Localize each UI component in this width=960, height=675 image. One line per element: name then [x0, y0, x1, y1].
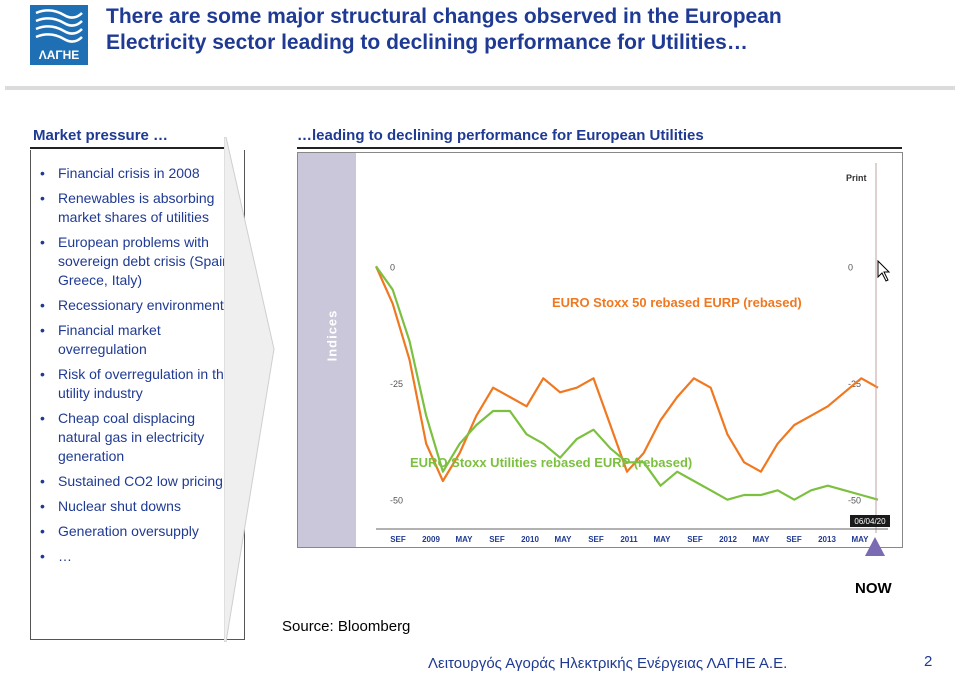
y-tick-label-right: -50 [848, 496, 861, 506]
left-heading-rule [30, 147, 226, 149]
euro-stoxx-50-label: EURO Stoxx 50 rebased EURP (rebased) [552, 295, 802, 310]
list-item: Financial crisis in 2008 [40, 164, 240, 183]
y-tick-label-right: 0 [848, 262, 853, 272]
bloomberg-chart-panel: Indices 0 0 -25 -25 -50 -50 Print EURO Stoxx 50… [297, 152, 903, 548]
list-item: Cheap coal displacing natural gas in ele… [40, 409, 240, 466]
mouse-cursor-icon [877, 259, 891, 282]
list-item: Nuclear shut downs [40, 497, 240, 516]
utilities-performance-heading: …leading to declining performance for Eu… [297, 127, 704, 144]
x-tick-label: 2009 [422, 535, 440, 544]
list-item: Sustained CO2 low pricing [40, 472, 240, 491]
title-divider [5, 86, 955, 90]
list-item: Recessionary environment [40, 296, 240, 315]
chart-side-strip: Indices [298, 153, 356, 547]
x-tick-label: MAY [554, 535, 572, 544]
x-tick-label: 2010 [521, 535, 539, 544]
euro-stoxx-utilities-line [375, 265, 879, 501]
now-marker-triangle-icon [865, 537, 885, 556]
market-pressure-list: Financial crisis in 2008 Renewables is a… [40, 164, 240, 572]
date-badge: 06/04/20 [854, 517, 886, 526]
x-tick-label: MAY [851, 535, 869, 544]
x-tick-label: SEF [588, 535, 604, 544]
y-tick-label-left: -25 [390, 379, 403, 389]
page-number: 2 [924, 653, 933, 670]
x-tick-label: 2011 [620, 535, 638, 544]
list-item: Financial market overregulation [40, 321, 240, 359]
date-badge-bg [850, 515, 890, 527]
x-tick-label: SEF [786, 535, 802, 544]
x-tick-label: 2013 [818, 535, 836, 544]
now-label: NOW [855, 580, 892, 597]
x-tick-label: 2012 [719, 535, 737, 544]
y-tick-label-left: -50 [390, 496, 403, 506]
title-line-2: Electricity sector leading to declining … [106, 31, 748, 54]
x-tick-label: MAY [752, 535, 770, 544]
list-item: European problems with sovereign debt cr… [40, 233, 240, 290]
market-pressure-heading: Market pressure … [33, 127, 169, 144]
x-tick-label: MAY [653, 535, 671, 544]
x-tick-label: SEF [489, 535, 505, 544]
source-note: Source: Bloomberg [282, 618, 411, 635]
title-line-1: There are some major structural changes … [106, 5, 782, 28]
logo-text: ΛΑΓΗΕ [39, 48, 80, 62]
list-item: Renewables is absorbing market shares of… [40, 189, 240, 227]
x-tick-label: SEF [687, 535, 703, 544]
y-tick-label-left: 0 [390, 262, 395, 272]
print-label: Print [846, 173, 867, 183]
footer-text: Λειτουργός Αγοράς Ηλεκτρικής Ενέργειας Λ… [428, 655, 788, 672]
x-tick-label: MAY [455, 535, 473, 544]
lagie-logo: ΛΑΓΗΕ [30, 5, 88, 65]
euro-stoxx-utilities-label: EURO Stoxx Utilities rebased EURP (rebas… [410, 455, 692, 470]
euro-stoxx-50-line [374, 265, 879, 483]
list-item: Generation oversupply [40, 522, 240, 541]
now-marker-triangle [865, 537, 885, 556]
page-title: There are some major structural changes … [106, 4, 936, 56]
list-item: Risk of overregulation in the utility in… [40, 365, 240, 403]
list-item: … [40, 547, 240, 566]
transition-arrow-shape [224, 137, 275, 642]
x-tick-label: SEF [390, 535, 406, 544]
right-heading-rule [297, 147, 902, 149]
